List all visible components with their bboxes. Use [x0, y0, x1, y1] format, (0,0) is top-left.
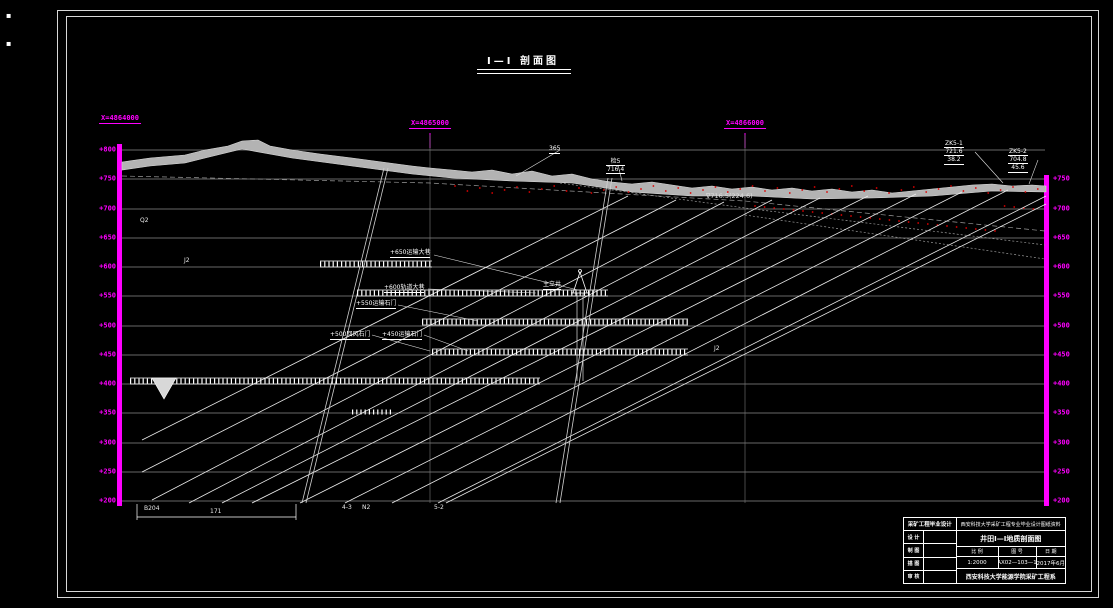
- signature-row-blank: [924, 544, 956, 556]
- inclined-shaft-lines: [301, 167, 613, 504]
- margin-mark: ▪: [6, 11, 12, 20]
- borehole-label: 检5 716.4: [606, 158, 626, 175]
- stratum-label: J2: [184, 257, 190, 264]
- signature-row-blank: [924, 531, 956, 543]
- elevation-label-left: +450: [99, 350, 116, 359]
- gravel-dots: [454, 185, 1039, 232]
- signature-row: 制 图: [904, 544, 956, 558]
- title-block-project-type: 采矿工程毕业设计: [904, 518, 956, 531]
- elevation-label-right: +400: [1053, 379, 1070, 388]
- bottom-label: B204: [144, 505, 160, 512]
- title-block-field-values: 1:2000 AX02—103—1 2017年6月: [956, 557, 1066, 569]
- working-annotation: +650运输大巷: [390, 249, 431, 259]
- elevation-label-left: +300: [99, 438, 116, 447]
- bottom-label: N2: [362, 504, 371, 511]
- elevation-label-right: +250: [1053, 467, 1070, 476]
- elevation-label-right: +550: [1053, 291, 1070, 300]
- leader-lines: [371, 149, 1039, 352]
- drawing-number-label: 图 号: [999, 547, 1037, 556]
- title-block-department: 西安科技大学能源学院采矿工程系: [965, 573, 1056, 581]
- elevation-label-left: +350: [99, 408, 116, 417]
- scale-value: 1:2000: [957, 557, 999, 568]
- working-annotation: +500回风石门: [330, 331, 371, 341]
- signature-row-label: 设 计: [904, 531, 924, 544]
- working-annotation: 主立井: [543, 281, 562, 291]
- elevation-gridlines: [122, 149, 1045, 502]
- working-annotation: +450运输石门: [382, 331, 423, 341]
- bottom-label: 4-3: [342, 504, 352, 511]
- elevation-label-left: +200: [99, 496, 116, 505]
- title-block-project-name: 西安科技大学采矿工程专业毕业设计图纸资料: [956, 518, 1065, 531]
- title-block: 采矿工程毕业设计 设 计制 图描 图审 核 西安科技大学采矿工程专业毕业设计图纸…: [903, 517, 1066, 584]
- level-workings: [130, 260, 688, 415]
- signature-row: 审 核: [904, 570, 956, 583]
- title-block-field-labels: 比 例 图 号 日 期: [956, 547, 1065, 557]
- elevation-label-left: +600: [99, 262, 116, 271]
- subsurface-dashed-lines: [121, 175, 1046, 260]
- elevation-label-left: +700: [99, 204, 116, 213]
- working-annotation: +550运输石门: [356, 300, 397, 310]
- seam-fault-lines: [141, 189, 1047, 504]
- elevation-label-left: +400: [99, 379, 116, 388]
- signature-rows: 设 计制 图描 图审 核: [904, 531, 956, 583]
- drawing-number-value: AX02—103—1: [999, 557, 1037, 568]
- dam-symbol: [151, 377, 177, 400]
- working-annotation: 365: [549, 145, 561, 155]
- elevation-label-left: +650: [99, 233, 116, 242]
- elevation-label-right: +450: [1053, 350, 1070, 359]
- elevation-label-right: +500: [1053, 321, 1070, 330]
- elevation-label-right: +700: [1053, 204, 1070, 213]
- signature-row-label: 描 图: [904, 557, 924, 570]
- coordinate-label: X=4865000: [409, 119, 451, 129]
- elevation-label-right: +600: [1053, 262, 1070, 271]
- working-annotation: +600轨道大巷: [384, 284, 425, 294]
- date-value: 2017年6月: [1036, 560, 1066, 567]
- signature-row-label: 审 核: [904, 570, 924, 583]
- magenta-scale-bars: [117, 144, 1049, 506]
- elevation-label-right: +750: [1053, 174, 1070, 183]
- elevation-label-right: +650: [1053, 233, 1070, 242]
- margin-mark: ▪: [6, 39, 12, 48]
- bottom-label: 171: [210, 508, 222, 515]
- signature-row: 描 图: [904, 557, 956, 571]
- elevation-label-left: +500: [99, 321, 116, 330]
- elevation-label-right: +300: [1053, 438, 1070, 447]
- stratum-label: J2: [714, 345, 720, 352]
- elevation-label-left: +250: [99, 467, 116, 476]
- terrain-band: [121, 139, 1047, 200]
- elevation-label-left: +550: [99, 291, 116, 300]
- scale-label: 比 例: [957, 547, 999, 556]
- signature-row-label: 制 图: [904, 544, 924, 557]
- drawing-frame-inner: [66, 16, 1092, 592]
- date-label: 日 期: [1044, 549, 1057, 555]
- title-block-signature-column: 采矿工程毕业设计 设 计制 图描 图审 核: [904, 518, 957, 583]
- elevation-label-right: +350: [1053, 408, 1070, 417]
- stratum-label: Q2: [140, 217, 149, 224]
- elevation-label-right: +200: [1053, 496, 1070, 505]
- headframe-symbol: [571, 269, 589, 381]
- signature-row: 设 计: [904, 531, 956, 545]
- title-double-underline: [477, 69, 571, 74]
- dimension-bracket: [136, 504, 297, 520]
- elevation-label-left: +750: [99, 174, 116, 183]
- borehole-label: ZK5-2 704.8 45.6: [1008, 148, 1028, 173]
- bottom-label: 5-2: [434, 504, 444, 511]
- drawing-frame-outer: [57, 10, 1099, 598]
- signature-row-blank: [924, 558, 956, 570]
- section-title: Ⅰ—Ⅰ 剖面图: [487, 56, 559, 67]
- coordinate-label: X=4866000: [724, 119, 766, 129]
- coordinate-label: X=4864000: [99, 114, 141, 124]
- water-level-label: ∇716.5(224.6): [706, 192, 753, 200]
- title-block-main-column: 西安科技大学采矿工程专业毕业设计图纸资料 井田Ⅰ—Ⅰ地质剖面图 比 例 图 号 …: [956, 518, 1066, 583]
- title-block-drawing-name: 井田Ⅰ—Ⅰ地质剖面图: [956, 531, 1065, 547]
- borehole-label: ZK5-1 721.6 38.2: [944, 140, 964, 165]
- signature-row-blank: [924, 571, 956, 583]
- elevation-label-left: +800: [99, 145, 116, 154]
